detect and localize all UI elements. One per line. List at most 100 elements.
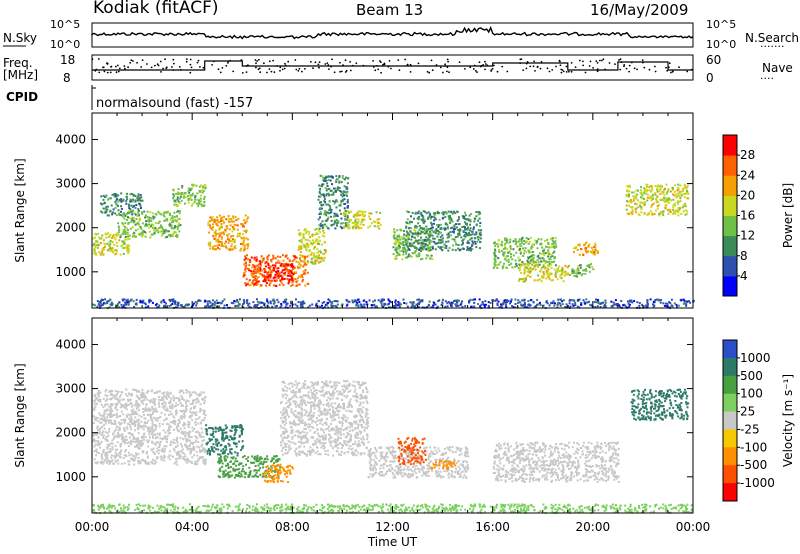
power-echo-cell [270,279,273,282]
power-echo-cell [200,184,203,187]
velocity-echo-cell [194,423,197,426]
velocity-echo-cell [163,445,166,448]
power-echo-cell [322,252,325,255]
nave-point [525,62,528,65]
velocity-echo-cell [142,450,145,453]
power-echo-cell [341,175,344,177]
power-echo-cell [394,305,397,308]
nave-point [574,66,577,68]
power-echo-cell [575,246,577,249]
power-echo-cell [637,213,640,216]
nave-point [654,70,657,73]
power-echo-cell [440,303,443,306]
power-echo-cell [147,305,150,308]
power-echo-cell [544,240,546,242]
power-echo-cell [151,233,154,236]
power-echo-cell [216,216,219,219]
velocity-echo-cell [157,449,160,452]
power-echo-cell [207,231,210,234]
power-echo-cell [656,185,659,188]
velocity-echo-cell [165,436,168,439]
velocity-echo-cell [185,407,188,410]
power-echo-cell [396,238,399,241]
power-echo-cell [460,302,463,305]
power-echo-cell [174,199,177,202]
power-echo-cell [335,179,338,182]
power-echo-cell [422,242,425,245]
power-echo-cell [131,226,134,229]
nave-point [154,64,156,67]
power-echo-cell [497,257,500,260]
nave-point [672,70,674,73]
power-echo-cell [95,240,98,243]
power-echo-cell [151,301,154,304]
power-echo-cell [330,304,333,307]
freq-tick-top: 18 [60,53,75,67]
power-echo-cell [659,193,662,196]
power-echo-cell [526,270,529,273]
power-echo-cell [656,188,659,191]
nave-point [519,58,522,61]
power-echo-cell [120,198,122,201]
power-echo-cell [536,247,539,250]
power-echo-cell [460,243,463,246]
power-echo-cell [469,220,472,223]
power-echo-cell [319,188,322,191]
power-echo-cell [536,240,539,243]
velocity-echo-cell [114,389,117,392]
nave-point [568,70,570,73]
power-echo-cell [504,237,507,240]
power-echo-cell [469,227,472,230]
power-echo-cell [506,299,508,302]
power-echo-cell [217,241,220,244]
velocity-echo-cell [142,392,145,395]
nave-tick-bottom: 0 [706,71,714,85]
power-echo-cell [451,220,454,223]
velocity-echo-cell [132,422,135,424]
power-echo-cell [538,252,541,255]
velocity-echo-cell [93,450,96,453]
power-echo-cell [469,223,472,226]
power-echo-cell [243,239,246,241]
power-echo-cell [406,222,409,225]
power-echo-cell [438,224,440,227]
power-echo-cell [306,242,309,245]
power-echo-cell [258,270,261,273]
nave-dots: ···· [760,72,774,85]
velocity-echo-cell [111,403,114,406]
velocity-echo-cell [142,433,145,436]
power-echo-cell [392,306,395,309]
power-echo-cell [103,202,106,205]
power-echo-cell [640,197,643,200]
power-echo-cell [384,303,387,306]
power-plot-background [92,113,693,308]
power-echo-cell [413,251,416,254]
power-echo-cell [300,260,303,263]
power-echo-cell [243,236,246,239]
power-colorbar-segment [723,195,737,216]
power-echo-cell [211,302,214,305]
power-echo-cell [332,191,335,194]
power-echo-cell [291,277,294,280]
power-echo-cell [319,195,322,198]
power-echo-cell [244,221,247,224]
power-echo-cell [521,299,524,302]
velocity-echo-cell [99,418,102,420]
power-echo-cell [534,305,537,308]
velocity-echo-cell [195,439,198,442]
power-echo-cell [361,304,364,307]
power-echo-cell [360,221,363,224]
velocity-echo-cell [128,460,131,463]
power-echo-cell [444,246,446,249]
power-echo-cell [429,234,432,237]
power-echo-cell [226,235,229,238]
power-echo-cell [669,198,672,201]
power-echo-cell [263,276,266,279]
power-echo-cell [419,232,422,235]
power-echo-cell [183,195,186,198]
power-echo-cell [184,196,187,199]
power-echo-cell [276,304,278,307]
power-echo-cell [678,194,681,197]
power-echo-cell [248,305,251,308]
power-echo-cell [478,233,481,236]
